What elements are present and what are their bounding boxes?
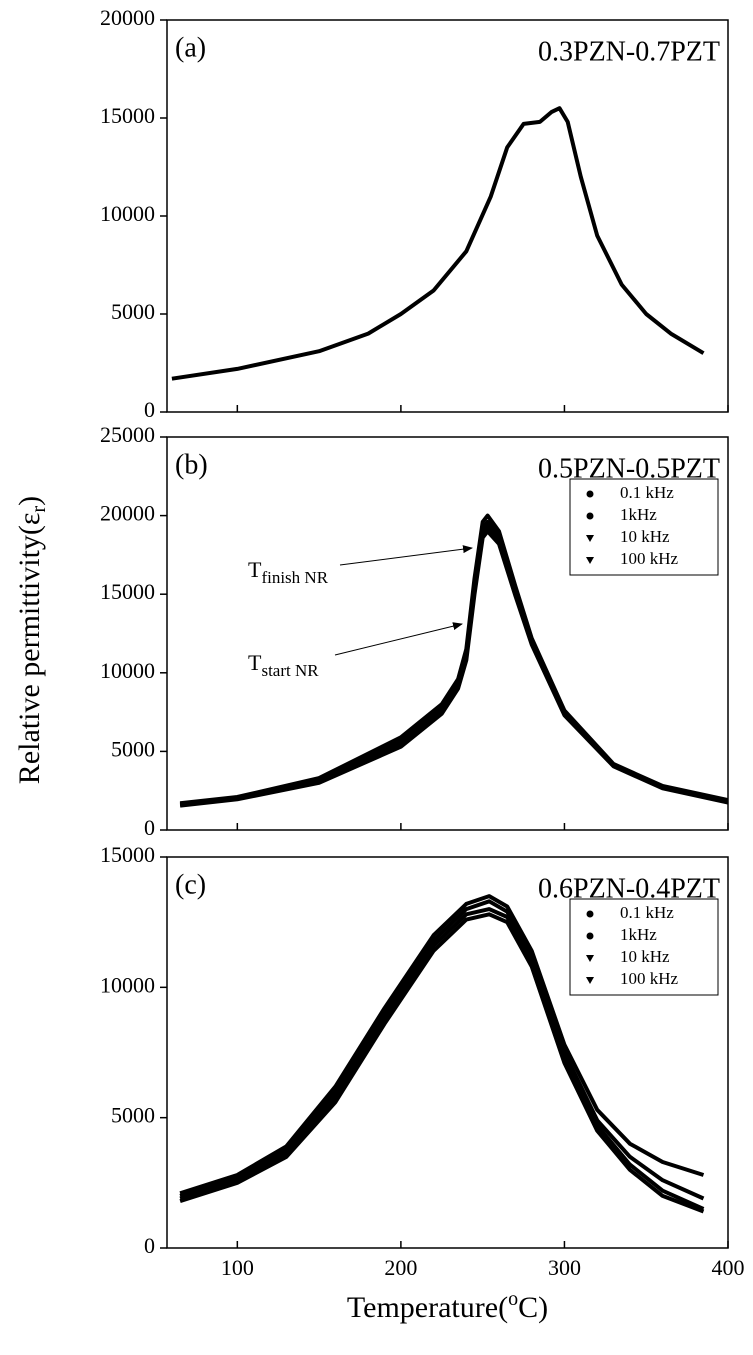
legend-marker [586,490,594,498]
y-tick-label: 20000 [100,501,155,526]
y-tick-label: 10000 [100,658,155,683]
y-tick-label: 10000 [100,972,155,997]
legend-marker [586,977,594,984]
y-axis-label-text: Relative permittivity(ε [13,512,46,784]
legend-marker [586,512,594,520]
y-axis-label: Relative permittivity(εr) [13,496,50,784]
legend-marker [586,932,594,940]
y-tick-label: 25000 [100,422,155,447]
y-tick-label: 5000 [111,1103,155,1128]
plot-frame [166,856,729,1249]
legend-label: 1kHz [620,925,657,944]
legend-label: 10 kHz [620,527,670,546]
panel-label: (c) [175,869,206,900]
y-tick-label: 15000 [100,579,155,604]
x-tick-label: 200 [384,1255,417,1280]
annotation-arrow [334,622,463,656]
x-axis-label: Temperature(oC) [347,1288,548,1324]
data-line [179,912,705,1214]
y-tick-label: 20000 [100,5,155,30]
data-line [179,907,705,1211]
legend-label: 10 kHz [620,947,670,966]
legend-marker [586,557,594,564]
legend-box [569,898,719,996]
panel-label: (a) [175,32,206,63]
y-tick-label: 0 [144,1233,155,1258]
legend-label: 0.1 kHz [620,483,674,502]
x-tick-label: 100 [221,1255,254,1280]
legend-label: 100 kHz [620,549,679,568]
plot-frame [166,19,729,413]
y-tick-label: 5000 [111,736,155,761]
x-axis-label-sup: o [508,1288,518,1310]
y-axis-label-sub: r [28,505,50,512]
y-tick-label: 10000 [100,201,155,226]
annotation: Tfinish NR [248,557,329,587]
y-tick-label: 0 [144,397,155,422]
legend-label: 100 kHz [620,969,679,988]
legend-marker [586,910,594,918]
annotation-main: T [248,557,262,582]
legend-marker [586,535,594,542]
annotation-main: T [248,650,262,675]
panel-title: 0.3PZN-0.7PZT [538,36,720,67]
annotation-arrow [339,545,473,566]
x-axis-label-tail: C) [518,1291,548,1324]
legend-box [569,478,719,576]
y-axis-label-tail: ) [13,496,46,506]
annotation-sub: finish NR [261,568,328,587]
x-tick-label: 400 [712,1255,745,1280]
y-tick-label: 5000 [111,299,155,324]
legend-marker [586,955,594,962]
legend-label: 0.1 kHz [620,903,674,922]
data-line [171,106,705,381]
data-line [179,899,705,1201]
x-tick-label: 300 [548,1255,581,1280]
y-tick-label: 15000 [100,103,155,128]
y-tick-label: 15000 [100,842,155,867]
annotation-sub: start NR [261,661,319,680]
plot-frame [166,436,729,831]
panel-label: (b) [175,449,208,480]
legend-label: 1kHz [620,505,657,524]
data-line [179,894,705,1196]
data-line [179,529,729,808]
annotation: Tstart NR [248,650,319,680]
y-tick-label: 0 [144,815,155,840]
x-axis-label-text: Temperature( [347,1291,508,1324]
